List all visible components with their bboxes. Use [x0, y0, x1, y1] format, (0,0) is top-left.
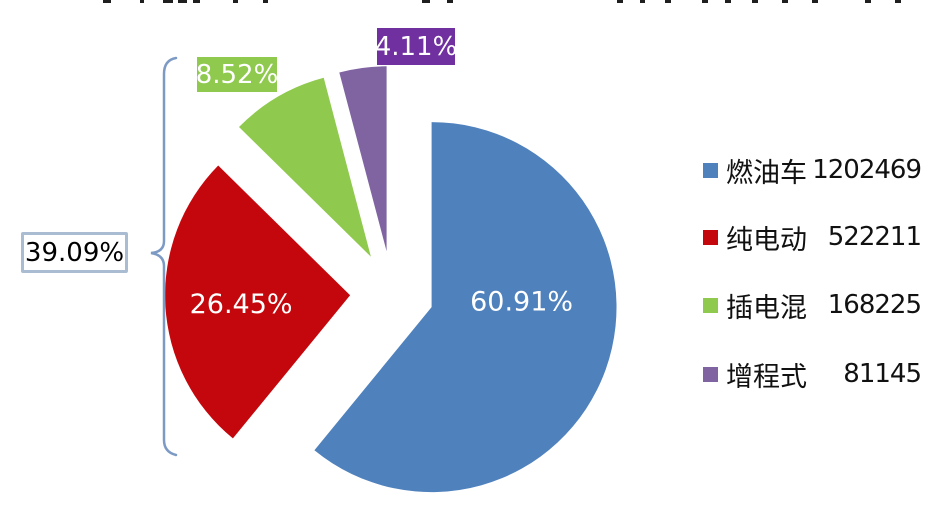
legend-row-phev: 插电混 168225 — [703, 289, 922, 324]
cropped-title-remnant — [702, 0, 708, 3]
cropped-title-remnant — [193, 0, 200, 3]
legend-value-erev: 81145 — [843, 359, 922, 389]
cropped-title-remnant — [422, 0, 430, 3]
cropped-title-remnant — [665, 0, 671, 3]
legend-value-fuel: 1202469 — [812, 155, 922, 185]
cropped-title-remnant — [812, 0, 818, 3]
legend-label-erev: 增程式 — [726, 361, 807, 393]
cropped-title-remnant — [640, 0, 645, 3]
data-label-erev: 4.11% — [374, 28, 458, 65]
cropped-title-remnant — [103, 0, 111, 3]
legend-value-phev: 168225 — [827, 290, 922, 320]
pie-label-fuel: 60.91% — [470, 287, 573, 318]
legend-swatch-phev — [703, 297, 718, 313]
legend-label-fuel: 燃油车 — [726, 157, 807, 189]
cropped-title-remnant — [782, 0, 788, 3]
pie-slice-fuel — [314, 122, 617, 493]
legend-row-erev: 增程式 81145 — [703, 358, 922, 393]
pie-slice-phev — [239, 77, 371, 257]
data-label-phev: 8.52% — [195, 57, 279, 92]
cropped-title-remnant — [617, 0, 623, 3]
cropped-title-remnant — [725, 0, 731, 3]
data-label-erev-text: 4.11% — [374, 31, 458, 62]
pie-slice-bev — [165, 165, 351, 439]
cropped-title-remnant — [233, 0, 238, 3]
nev-share-box: 39.09% — [21, 232, 128, 273]
legend-label-phev: 插电混 — [726, 292, 807, 324]
cropped-title-remnant — [865, 0, 871, 3]
legend-label-bev: 纯电动 — [726, 224, 807, 256]
cropped-title-remnant — [447, 0, 453, 3]
nev-share-text: 39.09% — [24, 237, 125, 268]
legend-value-bev: 522211 — [827, 222, 922, 252]
legend-row-bev: 纯电动 522211 — [703, 221, 922, 256]
group-brace — [150, 56, 178, 457]
cropped-title-remnant — [895, 0, 901, 3]
pie-slice-erev — [339, 66, 387, 252]
legend-swatch-erev — [703, 366, 718, 382]
data-label-phev-text: 8.52% — [195, 59, 279, 90]
cropped-title-remnant — [163, 0, 173, 3]
cropped-title-remnant — [752, 0, 758, 3]
cropped-title-remnant — [263, 0, 268, 3]
pie-label-bev: 26.45% — [190, 289, 293, 320]
cropped-title-remnant — [178, 0, 187, 3]
legend-swatch-fuel — [703, 162, 718, 178]
legend-swatch-bev — [703, 229, 718, 245]
cropped-title-remnant — [140, 0, 144, 3]
legend-row-fuel: 燃油车 1202469 — [703, 154, 922, 189]
